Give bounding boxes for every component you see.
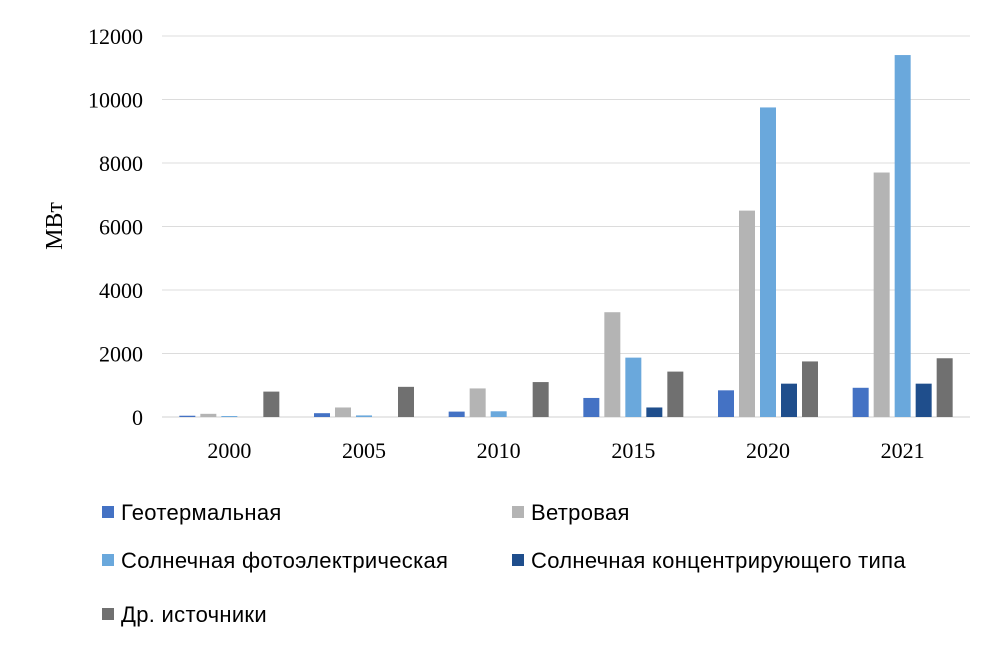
legend-item: Солнечная концентрирующего типа <box>512 548 906 573</box>
bar <box>469 388 486 417</box>
y-tick-label: 0 <box>132 405 143 430</box>
bar <box>263 391 280 417</box>
bar <box>314 413 330 417</box>
y-tick-label: 6000 <box>99 215 143 240</box>
legend-item: Солнечная фотоэлектрическая <box>102 548 448 573</box>
legend-label: Ветровая <box>531 500 630 525</box>
x-tick-label: 2015 <box>611 438 655 463</box>
legend-swatch <box>102 554 114 566</box>
legend-label: Солнечная концентрирующего типа <box>531 548 906 573</box>
legend-label: Геотермальная <box>121 500 282 525</box>
bar <box>356 415 372 417</box>
bar <box>667 371 684 417</box>
x-tick-label: 2021 <box>881 438 925 463</box>
y-tick-label: 2000 <box>99 342 143 367</box>
legend: Геотермальная Ветровая Солнечная фотоэлект… <box>102 500 906 627</box>
bar <box>802 361 818 417</box>
bar <box>490 411 507 417</box>
bar <box>179 415 196 417</box>
bar <box>200 413 217 417</box>
bar <box>873 172 890 417</box>
legend-label: Солнечная фотоэлектрическая <box>121 548 448 573</box>
bar <box>718 390 734 417</box>
legend-swatch <box>512 506 524 518</box>
legend-label: Др. источники <box>121 602 267 627</box>
x-tick-label: 2010 <box>477 438 521 463</box>
bar <box>852 387 869 417</box>
x-tick-label: 2000 <box>207 438 251 463</box>
bar <box>915 383 932 417</box>
y-axis-ticks: 0 2000 4000 6000 8000 10000 12000 <box>88 24 143 430</box>
legend-swatch <box>102 506 114 518</box>
bar <box>221 416 238 417</box>
legend-item: Др. источники <box>102 602 267 627</box>
bar <box>646 407 663 417</box>
x-tick-label: 2005 <box>342 438 386 463</box>
bar <box>739 210 755 417</box>
bar <box>760 107 776 417</box>
bar <box>781 383 797 417</box>
y-tick-label: 4000 <box>99 278 143 303</box>
bar <box>532 382 549 417</box>
y-tick-label: 12000 <box>88 24 143 49</box>
legend-swatch <box>512 554 524 566</box>
x-axis-ticks: 2000 2005 2010 2015 2020 2021 <box>207 438 924 463</box>
y-tick-label: 10000 <box>88 88 143 113</box>
y-axis-label: МВт <box>42 202 68 250</box>
bars <box>179 55 953 418</box>
x-tick-label: 2020 <box>746 438 790 463</box>
bar <box>583 397 600 417</box>
bar <box>448 411 465 417</box>
bar <box>335 407 351 417</box>
bar <box>894 55 911 418</box>
bar <box>625 357 642 417</box>
legend-item: Геотермальная <box>102 500 282 525</box>
legend-item: Ветровая <box>512 500 630 525</box>
legend-swatch <box>102 608 114 620</box>
gridlines <box>162 35 970 418</box>
bar <box>398 386 414 417</box>
y-tick-label: 8000 <box>99 151 143 176</box>
bar <box>604 312 621 417</box>
bar <box>936 358 953 417</box>
